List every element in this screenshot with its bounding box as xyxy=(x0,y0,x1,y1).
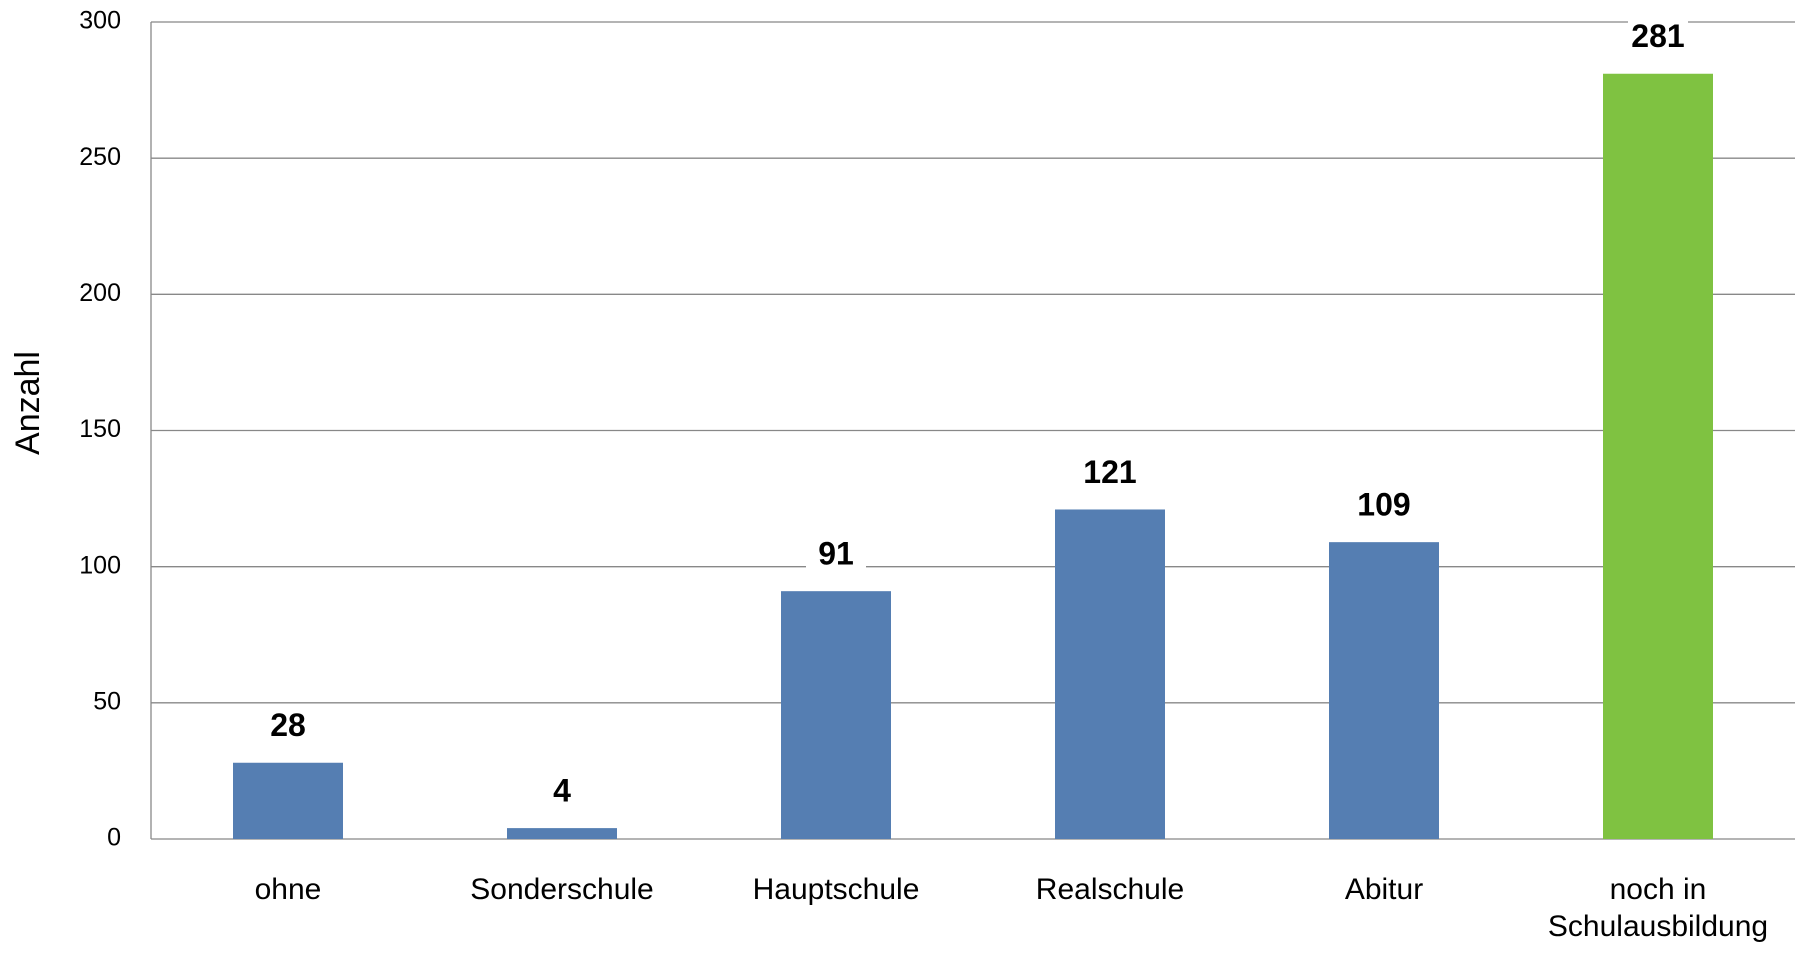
value-label-bg xyxy=(806,536,866,577)
value-label: 121 xyxy=(1083,454,1136,490)
value-label: 4 xyxy=(553,773,571,809)
value-label-bg xyxy=(532,773,592,814)
x-tick-label: Hauptschule xyxy=(752,873,920,906)
bar xyxy=(1055,509,1165,839)
value-label: 109 xyxy=(1357,487,1410,523)
bar xyxy=(507,828,617,839)
y-tick-label: 300 xyxy=(79,7,121,35)
bar xyxy=(781,591,891,839)
value-label: 28 xyxy=(270,707,306,743)
y-tick-label: 50 xyxy=(93,687,121,715)
y-tick-label: 200 xyxy=(79,279,121,307)
value-label-bg xyxy=(1628,18,1688,59)
bar xyxy=(1329,542,1439,839)
y-axis-title: Anzahl xyxy=(9,351,47,455)
value-label: 91 xyxy=(818,536,854,572)
x-tick-label: Sonderschule xyxy=(470,873,654,906)
bar xyxy=(1603,73,1713,839)
y-tick-label: 100 xyxy=(79,551,121,579)
x-tick-label: Realschule xyxy=(1035,873,1185,906)
y-tick-label: 150 xyxy=(79,415,121,443)
y-tick-label: 250 xyxy=(79,143,121,171)
x-tick-label: noch in Schulausbildung xyxy=(1547,873,1769,943)
value-label-bg xyxy=(1354,487,1414,528)
x-tick-label: ohne xyxy=(254,873,322,906)
x-tick-label: Abitur xyxy=(1344,873,1424,906)
value-label-bg xyxy=(1080,454,1140,495)
value-label: 281 xyxy=(1631,18,1684,54)
y-tick-label: 0 xyxy=(107,824,121,852)
bar xyxy=(233,762,343,839)
value-label-bg xyxy=(258,707,318,748)
